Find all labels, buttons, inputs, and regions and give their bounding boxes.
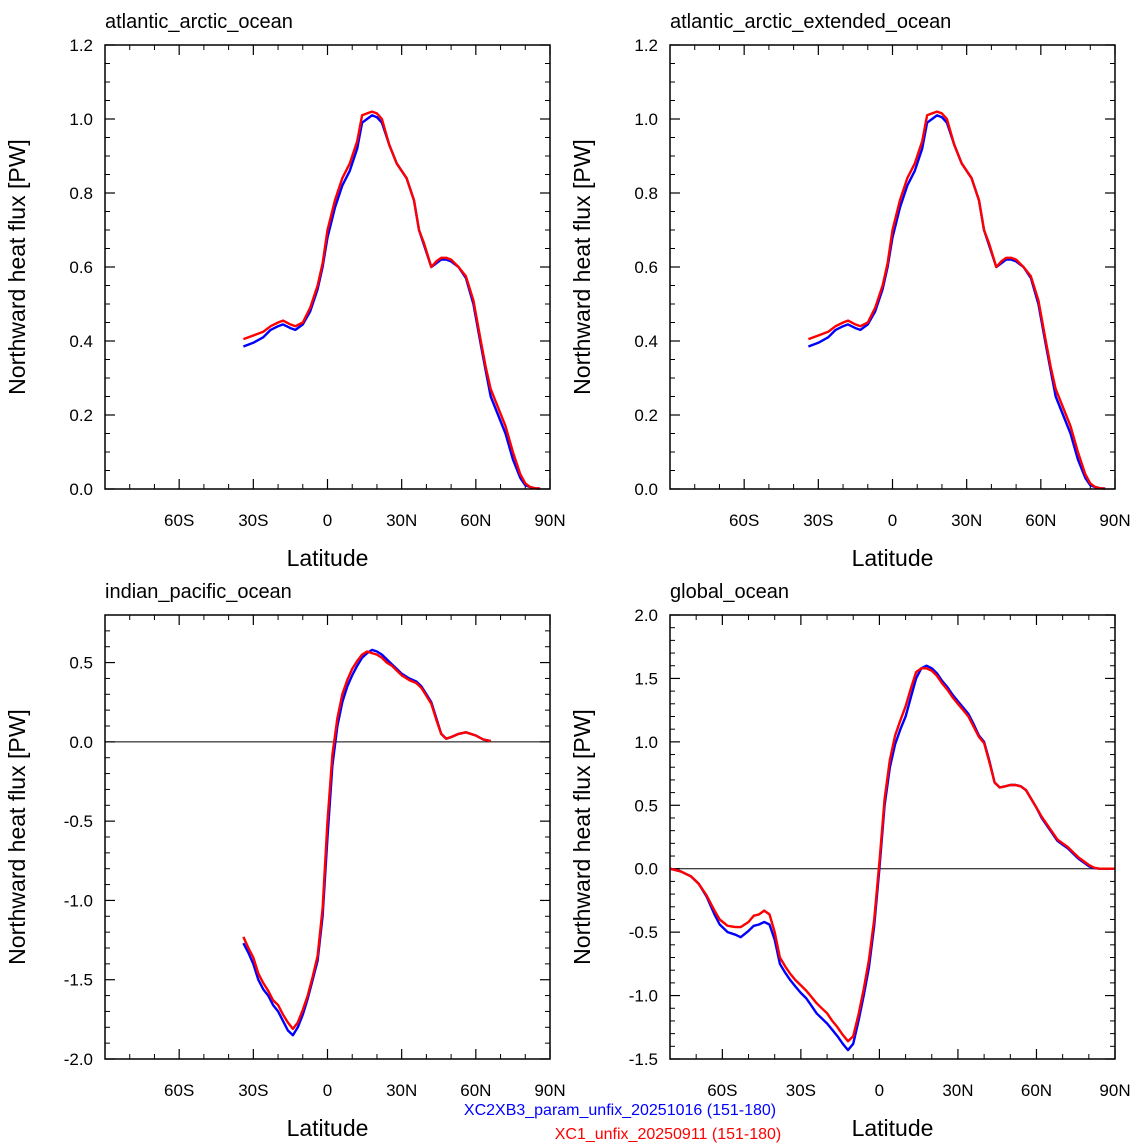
x-tick-label: 30S xyxy=(786,1081,816,1100)
series-line-blue xyxy=(242,648,491,1037)
x-axis-label: Latitude xyxy=(852,545,934,571)
y-tick-label: 0.0 xyxy=(69,733,93,752)
y-axis-label: Northward heat flux [PW] xyxy=(4,139,30,395)
x-tick-label: 0 xyxy=(875,1081,884,1100)
x-tick-label: 0 xyxy=(888,511,897,530)
series-line-red xyxy=(242,650,491,1031)
y-tick-label: -0.5 xyxy=(64,812,93,831)
series-line-red xyxy=(669,667,1115,1043)
y-tick-label: 0.0 xyxy=(69,480,93,499)
panel-atlantic-arctic-ocean: atlantic_arctic_ocean 60S 30S 0 30N 60N 90N 0.0… xyxy=(4,11,566,571)
y-tick-label: -1.5 xyxy=(64,971,93,990)
y-tick-label: 0.0 xyxy=(634,860,658,879)
y-tick-label: 0.2 xyxy=(634,406,658,425)
y-tick-label: 0.6 xyxy=(634,258,658,277)
series-line-blue xyxy=(669,664,1115,1052)
y-tick-label: 1.0 xyxy=(69,110,93,129)
y-axis-label: Northward heat flux [PW] xyxy=(569,709,595,965)
y-axis-label: Northward heat flux [PW] xyxy=(4,709,30,965)
y-tick-label: 1.0 xyxy=(634,110,658,129)
legend-entry-red: XC1_unfix_20250911 (151-180) xyxy=(555,1126,782,1143)
y-tick-label: -1.0 xyxy=(629,987,658,1006)
panel-global-ocean: global_ocean 60S 30S 0 30N 60N 90N -1.5 -1.0 -0.5… xyxy=(569,581,1131,1141)
y-tick-label: 2.0 xyxy=(634,606,658,625)
x-tick-label: 60S xyxy=(707,1081,737,1100)
x-axis-label: Latitude xyxy=(287,1115,369,1141)
x-tick-label: 30N xyxy=(951,511,982,530)
y-axis-label: Northward heat flux [PW] xyxy=(569,139,595,395)
x-tick-label: 60N xyxy=(460,511,491,530)
y-tick-label: 0.4 xyxy=(634,332,658,351)
y-tick-label: 1.5 xyxy=(634,669,658,688)
y-tick-label: -1.5 xyxy=(629,1050,658,1069)
panel-title: global_ocean xyxy=(670,581,789,603)
y-tick-label: 0.5 xyxy=(634,796,658,815)
y-tick-label: 0.5 xyxy=(69,654,93,673)
x-tick-label: 90N xyxy=(534,511,565,530)
x-tick-label: 60N xyxy=(1021,1081,1052,1100)
panel-atlantic-arctic-extended-ocean: atlantic_arctic_extended_ocean 60S 30S 0 30N… xyxy=(569,11,1131,571)
y-tick-label: 1.2 xyxy=(634,36,658,55)
x-tick-label: 0 xyxy=(323,511,332,530)
series-line-red xyxy=(242,110,541,490)
panel-title: atlantic_arctic_ocean xyxy=(105,11,293,33)
x-tick-label: 30N xyxy=(386,1081,417,1100)
series-line-blue xyxy=(242,114,541,490)
y-tick-label: 0.0 xyxy=(634,480,658,499)
x-tick-label: 30S xyxy=(238,511,268,530)
y-tick-label: 1.0 xyxy=(634,733,658,752)
x-tick-label: 90N xyxy=(534,1081,565,1100)
series-line-blue xyxy=(807,114,1106,490)
x-tick-label: 90N xyxy=(1099,511,1130,530)
x-tick-label: 60S xyxy=(729,511,759,530)
x-tick-label: 90N xyxy=(1099,1081,1130,1100)
x-tick-label: 60N xyxy=(1025,511,1056,530)
y-tick-label: 0.6 xyxy=(69,258,93,277)
series-line-red xyxy=(807,110,1106,490)
y-tick-label: 0.8 xyxy=(69,184,93,203)
y-tick-label: 0.2 xyxy=(69,406,93,425)
panel-title: indian_pacific_ocean xyxy=(105,581,292,603)
x-axis-label: Latitude xyxy=(287,545,369,571)
y-tick-label: -1.0 xyxy=(64,891,93,910)
y-tick-label: 0.4 xyxy=(69,332,93,351)
x-tick-label: 60S xyxy=(164,1081,194,1100)
plot-frame xyxy=(669,44,1116,490)
plot-frame xyxy=(669,614,1116,1060)
x-tick-label: 30N xyxy=(942,1081,973,1100)
x-tick-label: 0 xyxy=(323,1081,332,1100)
y-tick-label: -2.0 xyxy=(64,1050,93,1069)
panel-indian-pacific-ocean: indian_pacific_ocean 60S 30S 0 30N 60N 90N -2.0… xyxy=(4,581,566,1141)
plot-frame xyxy=(104,614,551,1060)
plot-frame xyxy=(104,44,551,490)
y-tick-label: 0.8 xyxy=(634,184,658,203)
y-tick-label: -0.5 xyxy=(629,923,658,942)
panel-title: atlantic_arctic_extended_ocean xyxy=(670,11,951,33)
x-tick-label: 30S xyxy=(803,511,833,530)
x-tick-label: 30N xyxy=(386,511,417,530)
x-tick-label: 30S xyxy=(238,1081,268,1100)
x-axis-label: Latitude xyxy=(852,1115,934,1141)
legend-entry-blue: XC2XB3_param_unfix_20251016 (151-180) xyxy=(464,1102,776,1119)
y-tick-label: 1.2 xyxy=(69,36,93,55)
x-tick-label: 60N xyxy=(460,1081,491,1100)
x-tick-label: 60S xyxy=(164,511,194,530)
